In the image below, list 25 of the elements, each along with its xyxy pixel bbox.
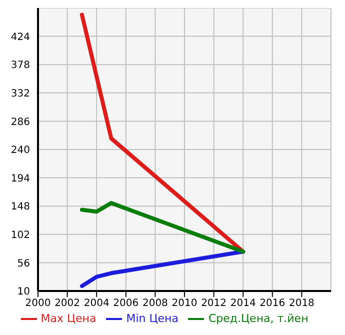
line-series	[80, 250, 246, 288]
legend-label: Сред.Цена, т.йен	[208, 312, 308, 326]
y-tick-label: 10	[17, 286, 30, 298]
x-tick-label: 2004	[84, 298, 110, 310]
x-tick-label: 2014	[230, 298, 256, 310]
y-tick-label: 286	[10, 116, 30, 128]
y-tick-label: 194	[10, 173, 30, 184]
y-tick-label: 424	[10, 32, 30, 43]
y-tick-label: 148	[10, 202, 30, 213]
legend-label: Max Цена	[40, 312, 96, 326]
x-tick-label: 2008	[142, 298, 168, 310]
y-tick-label: 240	[10, 145, 30, 156]
y-tick-label: 332	[10, 88, 30, 100]
y-tick-label: 56	[17, 258, 30, 270]
x-tick-label: 2002	[54, 298, 80, 310]
x-tick-label: 2010	[172, 298, 198, 310]
line-series	[80, 201, 246, 254]
x-tick-label: 2016	[260, 298, 286, 310]
legend-label: Min Цена	[126, 312, 178, 326]
x-tick-label: 2006	[113, 298, 139, 310]
x-tick-label: 2012	[201, 298, 227, 310]
x-tick-label: 2000	[25, 298, 51, 310]
x-tick-label: 2018	[288, 298, 314, 310]
y-tick-label: 102	[10, 230, 30, 241]
y-tick-label: 378	[10, 60, 30, 72]
